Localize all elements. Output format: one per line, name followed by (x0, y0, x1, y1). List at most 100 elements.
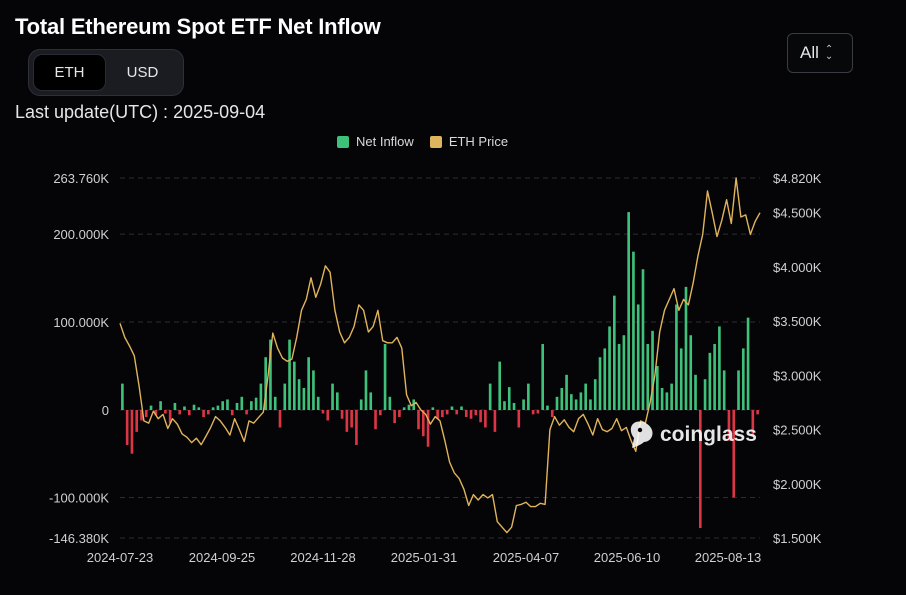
inflow-bar[interactable] (235, 402, 239, 410)
inflow-bar[interactable] (593, 379, 597, 410)
inflow-bar[interactable] (689, 335, 693, 410)
inflow-bar[interactable] (173, 402, 177, 410)
range-select[interactable]: All ⌃ ⌄ (787, 33, 853, 73)
eth-price-line[interactable] (119, 177, 761, 534)
inflow-bar[interactable] (713, 344, 716, 410)
inflow-bar[interactable] (565, 374, 568, 410)
inflow-bar[interactable] (512, 402, 516, 410)
inflow-bar[interactable] (264, 357, 267, 410)
inflow-bar[interactable] (746, 317, 750, 410)
inflow-bar[interactable] (455, 410, 459, 415)
inflow-bar[interactable] (374, 410, 377, 430)
inflow-bar[interactable] (369, 392, 373, 410)
inflow-bar[interactable] (570, 394, 573, 410)
inflow-bar[interactable] (541, 344, 544, 410)
inflow-bar[interactable] (431, 407, 435, 410)
inflow-bar[interactable] (484, 410, 487, 428)
inflow-bar[interactable] (675, 304, 678, 410)
inflow-bar[interactable] (326, 410, 330, 421)
inflow-bar[interactable] (584, 383, 587, 410)
inflow-bar[interactable] (460, 406, 463, 410)
inflow-bar[interactable] (321, 410, 325, 414)
inflow-bar[interactable] (345, 410, 349, 432)
inflow-bar[interactable] (718, 326, 721, 410)
inflow-bar[interactable] (278, 410, 282, 428)
inflow-bar[interactable] (703, 379, 707, 410)
inflow-bar[interactable] (230, 410, 234, 416)
inflow-bar[interactable] (240, 396, 244, 410)
inflow-bar[interactable] (751, 410, 755, 437)
inflow-bar[interactable] (221, 401, 224, 410)
inflow-bar[interactable] (503, 401, 506, 410)
inflow-bar[interactable] (426, 410, 430, 447)
inflow-bar[interactable] (694, 374, 697, 410)
inflow-bar[interactable] (383, 344, 387, 410)
inflow-bar[interactable] (307, 357, 310, 410)
inflow-bar[interactable] (250, 401, 253, 410)
inflow-bar[interactable] (464, 410, 468, 417)
inflow-bar[interactable] (140, 410, 143, 421)
inflow-bar[interactable] (517, 410, 521, 428)
inflow-bar[interactable] (197, 407, 201, 410)
inflow-bar[interactable] (555, 396, 559, 410)
inflow-bar[interactable] (627, 212, 630, 410)
inflow-bar[interactable] (421, 410, 425, 437)
inflow-bar[interactable] (684, 286, 688, 410)
inflow-bar[interactable] (187, 410, 191, 416)
inflow-bar[interactable] (149, 405, 153, 410)
inflow-bar[interactable] (589, 399, 592, 410)
inflow-bar[interactable] (660, 388, 664, 410)
inflow-bar[interactable] (316, 396, 320, 410)
inflow-bar[interactable] (273, 396, 277, 410)
inflow-bar[interactable] (527, 383, 530, 410)
inflow-bar[interactable] (144, 410, 148, 417)
inflow-bar[interactable] (388, 396, 392, 410)
inflow-bar[interactable] (679, 348, 683, 410)
inflow-bar[interactable] (192, 404, 196, 410)
inflow-bar[interactable] (302, 388, 306, 410)
inflow-bar[interactable] (546, 405, 549, 410)
inflow-bar[interactable] (756, 410, 759, 415)
inflow-bar[interactable] (211, 407, 215, 410)
inflow-bar[interactable] (632, 251, 635, 410)
inflow-bar[interactable] (164, 410, 167, 414)
inflow-bar[interactable] (350, 410, 353, 428)
inflow-bar[interactable] (622, 335, 626, 410)
inflow-bar[interactable] (183, 406, 186, 410)
unit-eth-button[interactable]: ETH (33, 54, 107, 91)
inflow-bar[interactable] (550, 410, 554, 417)
inflow-bar[interactable] (202, 410, 205, 417)
inflow-bar[interactable] (364, 370, 368, 410)
inflow-bar[interactable] (613, 295, 616, 410)
inflow-bar[interactable] (331, 383, 334, 410)
inflow-bar[interactable] (130, 410, 134, 454)
inflow-bar[interactable] (417, 410, 420, 430)
inflow-bar[interactable] (741, 348, 745, 410)
inflow-bar[interactable] (617, 344, 621, 410)
inflow-bar[interactable] (579, 392, 583, 410)
inflow-bar[interactable] (393, 410, 396, 424)
inflow-bar[interactable] (441, 410, 444, 417)
inflow-bar[interactable] (574, 399, 578, 410)
inflow-bar[interactable] (727, 410, 731, 441)
inflow-bar[interactable] (598, 357, 602, 410)
inflow-bar[interactable] (216, 405, 220, 410)
inflow-bar[interactable] (336, 392, 339, 410)
inflow-bar[interactable] (378, 410, 382, 416)
legend-item-net-inflow[interactable]: Net Inflow (337, 134, 414, 149)
inflow-bar[interactable] (436, 410, 439, 419)
inflow-bar[interactable] (283, 383, 287, 410)
inflow-bar[interactable] (708, 352, 712, 410)
inflow-bar[interactable] (407, 404, 411, 410)
inflow-bar[interactable] (493, 410, 497, 432)
inflow-bar[interactable] (121, 383, 124, 410)
inflow-bar[interactable] (297, 379, 301, 410)
inflow-bar[interactable] (636, 304, 640, 410)
unit-usd-button[interactable]: USD (126, 64, 159, 81)
inflow-bar[interactable] (531, 410, 535, 415)
inflow-bar[interactable] (522, 399, 525, 410)
inflow-bar[interactable] (159, 401, 162, 410)
inflow-bar[interactable] (178, 410, 182, 415)
inflow-bar[interactable] (168, 410, 172, 424)
inflow-bar[interactable] (603, 348, 607, 410)
